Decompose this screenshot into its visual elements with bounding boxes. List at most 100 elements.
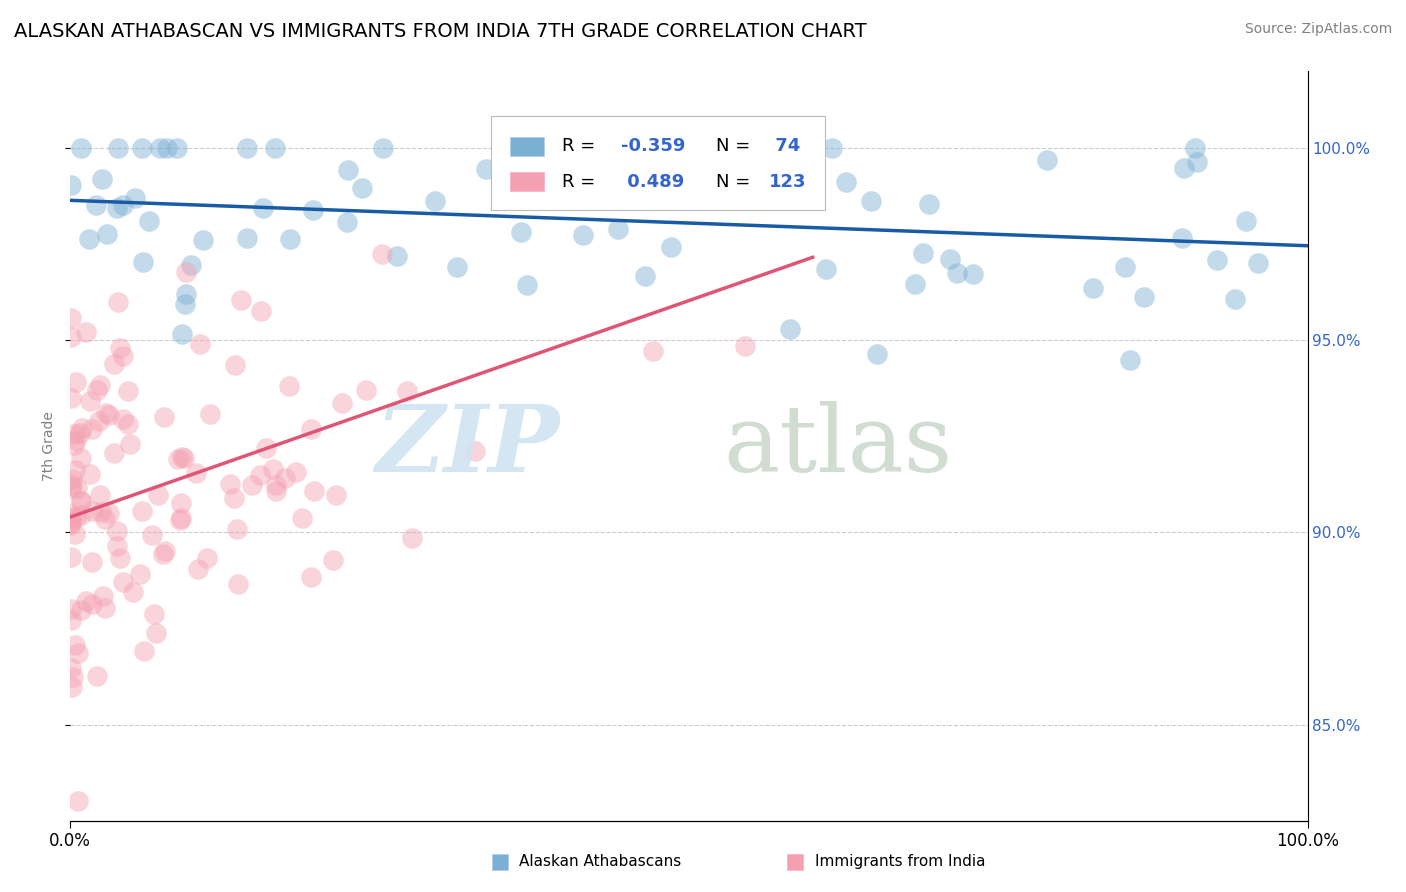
- Point: [110, 341, 132, 355]
- Point: [67, 646, 90, 660]
- Point: [75, 325, 97, 339]
- Point: [195, 550, 218, 565]
- Point: [72, 421, 94, 435]
- Point: [918, 197, 941, 211]
- Point: [98, 506, 121, 520]
- Point: [166, 141, 188, 155]
- Point: [172, 450, 194, 465]
- Point: [121, 584, 143, 599]
- Point: [264, 478, 287, 492]
- Point: [322, 552, 344, 566]
- Point: [156, 141, 179, 155]
- Point: [284, 465, 307, 479]
- Point: [939, 252, 962, 267]
- Point: [153, 543, 176, 558]
- Point: [1225, 293, 1247, 307]
- Point: [198, 407, 221, 421]
- Point: [66, 481, 89, 495]
- Point: [262, 462, 284, 476]
- Point: [946, 266, 969, 280]
- Point: [118, 437, 141, 451]
- Point: [70, 508, 93, 523]
- Point: [63, 438, 86, 452]
- Point: [169, 496, 191, 510]
- Point: [60, 478, 83, 492]
- Point: [79, 394, 101, 409]
- Point: [59, 661, 82, 675]
- Point: [371, 141, 394, 155]
- Point: [860, 194, 883, 208]
- Point: [524, 154, 547, 169]
- Point: [835, 175, 858, 189]
- Point: [332, 395, 354, 409]
- Point: [111, 349, 134, 363]
- Point: [301, 202, 323, 217]
- Point: [59, 330, 82, 344]
- Bar: [509, 172, 544, 191]
- Text: ZIP: ZIP: [375, 401, 560, 491]
- Point: [70, 141, 93, 155]
- Point: [75, 594, 97, 608]
- Text: R =: R =: [561, 137, 600, 155]
- Point: [91, 589, 114, 603]
- Point: [65, 527, 87, 541]
- Point: [785, 189, 807, 203]
- Point: [387, 249, 409, 263]
- Point: [117, 384, 139, 398]
- Point: [142, 607, 165, 621]
- Point: [187, 562, 209, 576]
- Point: [170, 511, 193, 525]
- Point: [252, 201, 274, 215]
- Text: 74: 74: [769, 137, 800, 155]
- Point: [131, 255, 153, 269]
- Point: [1133, 290, 1156, 304]
- Point: [97, 408, 120, 422]
- Point: [70, 451, 93, 466]
- Point: [336, 163, 359, 178]
- Point: [475, 162, 498, 177]
- Point: [1184, 141, 1206, 155]
- Point: [634, 268, 657, 283]
- Point: [60, 471, 83, 485]
- Point: [77, 232, 100, 246]
- Point: [256, 442, 278, 456]
- Point: [574, 154, 596, 169]
- Point: [96, 227, 118, 242]
- Point: [1205, 252, 1227, 267]
- Point: [1036, 153, 1059, 167]
- Point: [59, 481, 82, 495]
- Point: [89, 488, 111, 502]
- Point: [60, 613, 83, 627]
- Point: [350, 180, 373, 194]
- Point: [105, 539, 128, 553]
- Point: [779, 322, 801, 336]
- Point: [815, 261, 838, 276]
- Point: [174, 287, 197, 301]
- Point: [336, 215, 359, 229]
- Point: [866, 347, 889, 361]
- Text: R =: R =: [561, 172, 600, 191]
- Point: [82, 555, 104, 569]
- Point: [180, 258, 202, 272]
- Point: [110, 551, 132, 566]
- Point: [112, 198, 135, 212]
- Point: [226, 576, 249, 591]
- Point: [59, 310, 82, 325]
- Point: [70, 493, 93, 508]
- Point: [962, 268, 984, 282]
- Point: [60, 178, 83, 192]
- Point: [277, 379, 299, 393]
- Point: [219, 477, 242, 491]
- Point: [62, 670, 84, 684]
- Point: [117, 417, 139, 432]
- Point: [138, 214, 160, 228]
- Point: [299, 570, 322, 584]
- Point: [65, 433, 87, 447]
- Point: [107, 141, 129, 155]
- Point: [903, 277, 925, 292]
- Text: Immigrants from India: Immigrants from India: [814, 855, 986, 869]
- Point: [325, 487, 347, 501]
- Point: [401, 531, 423, 545]
- Point: [697, 163, 720, 178]
- Text: N =: N =: [716, 172, 756, 191]
